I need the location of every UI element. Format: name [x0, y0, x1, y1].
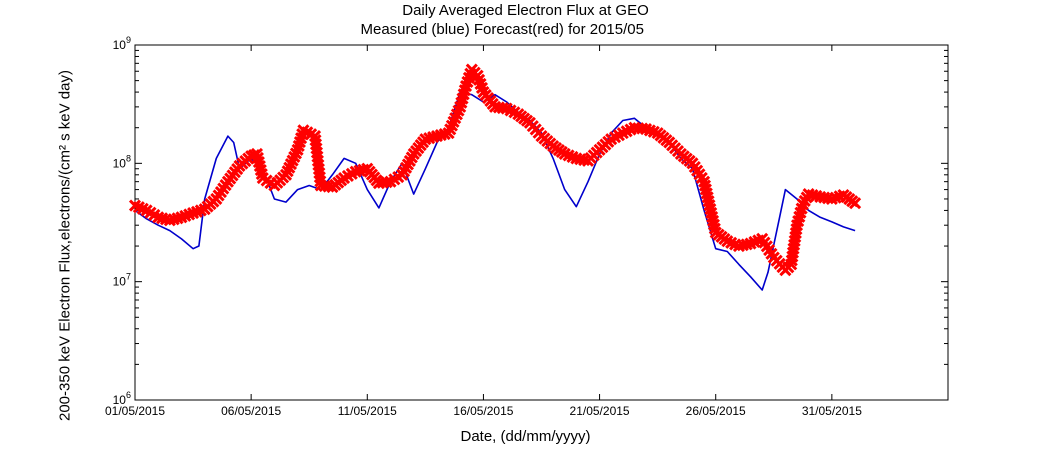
x-tick-label: 11/05/2015	[338, 404, 397, 418]
y-tick-label: 109	[113, 35, 131, 52]
forecast-flux-marker	[496, 101, 509, 115]
x-axis-label: Date, (dd/mm/yyyy)	[460, 428, 591, 445]
chart-title: Daily Averaged Electron Flux at GEO	[402, 2, 649, 19]
plot-frame	[134, 44, 949, 401]
x-tick-label: 26/05/2015	[686, 404, 746, 418]
x-tick-label: 21/05/2015	[570, 404, 630, 418]
x-tick-label: 16/05/2015	[453, 404, 513, 418]
forecast-flux-marker	[849, 197, 862, 210]
measured-flux-line	[134, 91, 856, 291]
forecast-flux-marker	[380, 176, 393, 189]
chart-subtitle: Measured (blue) Forecast(red) for 2015/0…	[0, 21, 1051, 38]
y-axis-label: 200-350 keV Electron Flux,electrons/(cm²…	[56, 70, 74, 421]
y-tick-label: 108	[113, 153, 131, 170]
x-tick-label: 31/05/2015	[802, 404, 862, 418]
chart-subtitle-text: Measured (blue) Forecast(red) for 2015/0…	[360, 21, 644, 38]
x-tick-label: 06/05/2015	[221, 404, 281, 418]
y-tick-label: 107	[113, 272, 131, 289]
x-tick-label: 01/05/2015	[105, 404, 165, 418]
